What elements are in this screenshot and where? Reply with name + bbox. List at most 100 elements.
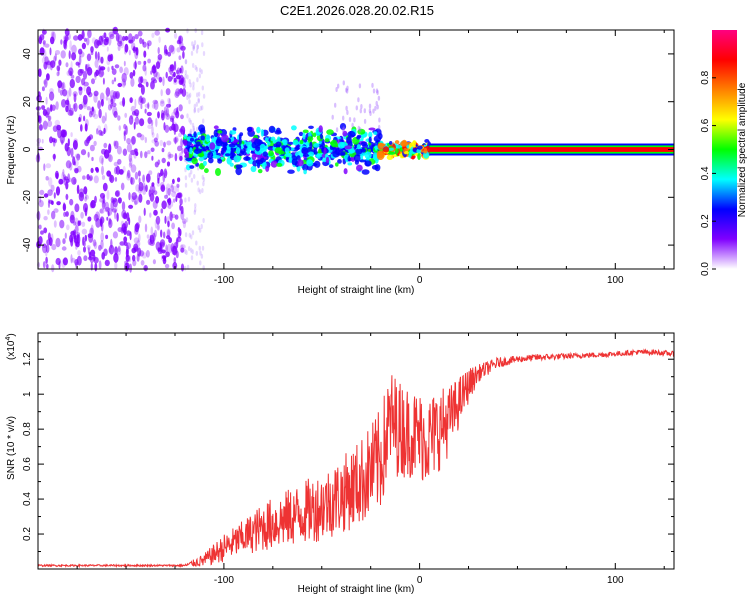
spectrogram-y-axis-label: Frequency (Hz) (6, 116, 17, 185)
noise-blob (65, 181, 69, 190)
noise-blob (193, 209, 196, 215)
carrier-core (429, 147, 674, 152)
noise-blob (114, 140, 119, 150)
noise-blob (94, 39, 100, 49)
noise-blob (150, 70, 153, 75)
noise-blob (138, 193, 143, 203)
x-tick-label: 100 (607, 275, 624, 286)
noise-blob (353, 117, 356, 123)
noise-blob (94, 71, 97, 78)
signal-blob (246, 126, 253, 132)
noise-blob (169, 69, 173, 75)
noise-blob (183, 84, 186, 89)
noise-blob (45, 256, 48, 264)
noise-blob (60, 39, 63, 45)
noise-blob (69, 78, 76, 89)
noise-blob (78, 220, 82, 226)
noise-blob (168, 153, 174, 158)
noise-blob (157, 159, 161, 165)
noise-blob (167, 151, 172, 160)
noise-blob (174, 137, 177, 145)
noise-blob (143, 207, 146, 216)
signal-blob (189, 147, 193, 155)
noise-blob (156, 172, 161, 181)
noise-blob (48, 177, 53, 187)
noise-blob (131, 195, 135, 203)
noise-blob (42, 28, 45, 38)
y-tick-label: 0.8 (22, 422, 33, 436)
noise-blob (179, 155, 183, 161)
signal-blob (217, 130, 223, 134)
noise-blob (174, 135, 179, 143)
noise-blob (129, 72, 134, 79)
noise-blob (65, 193, 69, 200)
noise-blob (133, 195, 139, 205)
noise-blob (105, 95, 109, 101)
noise-blob (70, 147, 74, 158)
noise-blob (42, 261, 46, 269)
noise-blob (140, 260, 145, 266)
noise-blob (38, 236, 43, 245)
noise-blob (105, 36, 109, 43)
signal-blob (371, 165, 379, 170)
signal-blob (233, 155, 241, 163)
noise-blob (178, 132, 182, 138)
noise-blob (193, 103, 196, 109)
noise-blob (106, 216, 109, 221)
noise-blob (170, 45, 176, 55)
signal-blob (400, 140, 408, 147)
noise-blob (107, 104, 112, 111)
noise-blob (200, 69, 203, 75)
noise-blob (184, 265, 187, 271)
noise-blob (50, 184, 55, 192)
signal-blob (284, 147, 290, 154)
noise-blob (189, 119, 192, 125)
noise-blob (70, 254, 73, 264)
noise-blob (86, 66, 93, 76)
signal-blob (339, 123, 347, 130)
signal-blob (253, 154, 260, 158)
noise-blob (155, 215, 161, 225)
noise-blob (128, 217, 131, 226)
noise-blob (200, 253, 204, 259)
noise-blob (342, 115, 345, 121)
noise-blob (149, 212, 152, 218)
noise-blob (141, 252, 147, 259)
noise-blob (65, 160, 72, 169)
noise-blob (193, 107, 197, 113)
noise-blob (66, 90, 70, 100)
signal-blob (302, 153, 310, 158)
noise-blob (197, 97, 200, 103)
noise-blob (123, 60, 126, 67)
signal-blob (183, 134, 187, 140)
noise-blob (136, 132, 142, 138)
noise-blob (345, 87, 348, 93)
noise-blob (134, 34, 139, 40)
noise-blob (111, 208, 118, 213)
noise-blob (167, 75, 173, 82)
signal-blob (367, 148, 371, 153)
noise-blob (167, 97, 171, 104)
noise-blob (346, 110, 349, 115)
noise-blob (195, 250, 198, 256)
noise-blob (120, 182, 125, 191)
noise-blob (377, 95, 381, 101)
noise-blob (38, 68, 42, 77)
noise-blob (108, 143, 112, 154)
signal-blob (287, 141, 294, 145)
noise-blob (116, 212, 119, 222)
noise-blob (376, 104, 379, 110)
noise-blob (173, 137, 179, 143)
noise-blob (81, 30, 85, 40)
noise-blob (157, 221, 160, 230)
noise-blob (342, 80, 345, 86)
noise-blob (158, 76, 163, 83)
noise-blob (177, 145, 182, 152)
noise-blob (201, 42, 204, 48)
noise-blob (59, 219, 65, 229)
noise-blob (49, 91, 55, 101)
noise-blob (188, 117, 191, 123)
noise-blob (189, 128, 193, 134)
noise-blob (62, 257, 68, 266)
